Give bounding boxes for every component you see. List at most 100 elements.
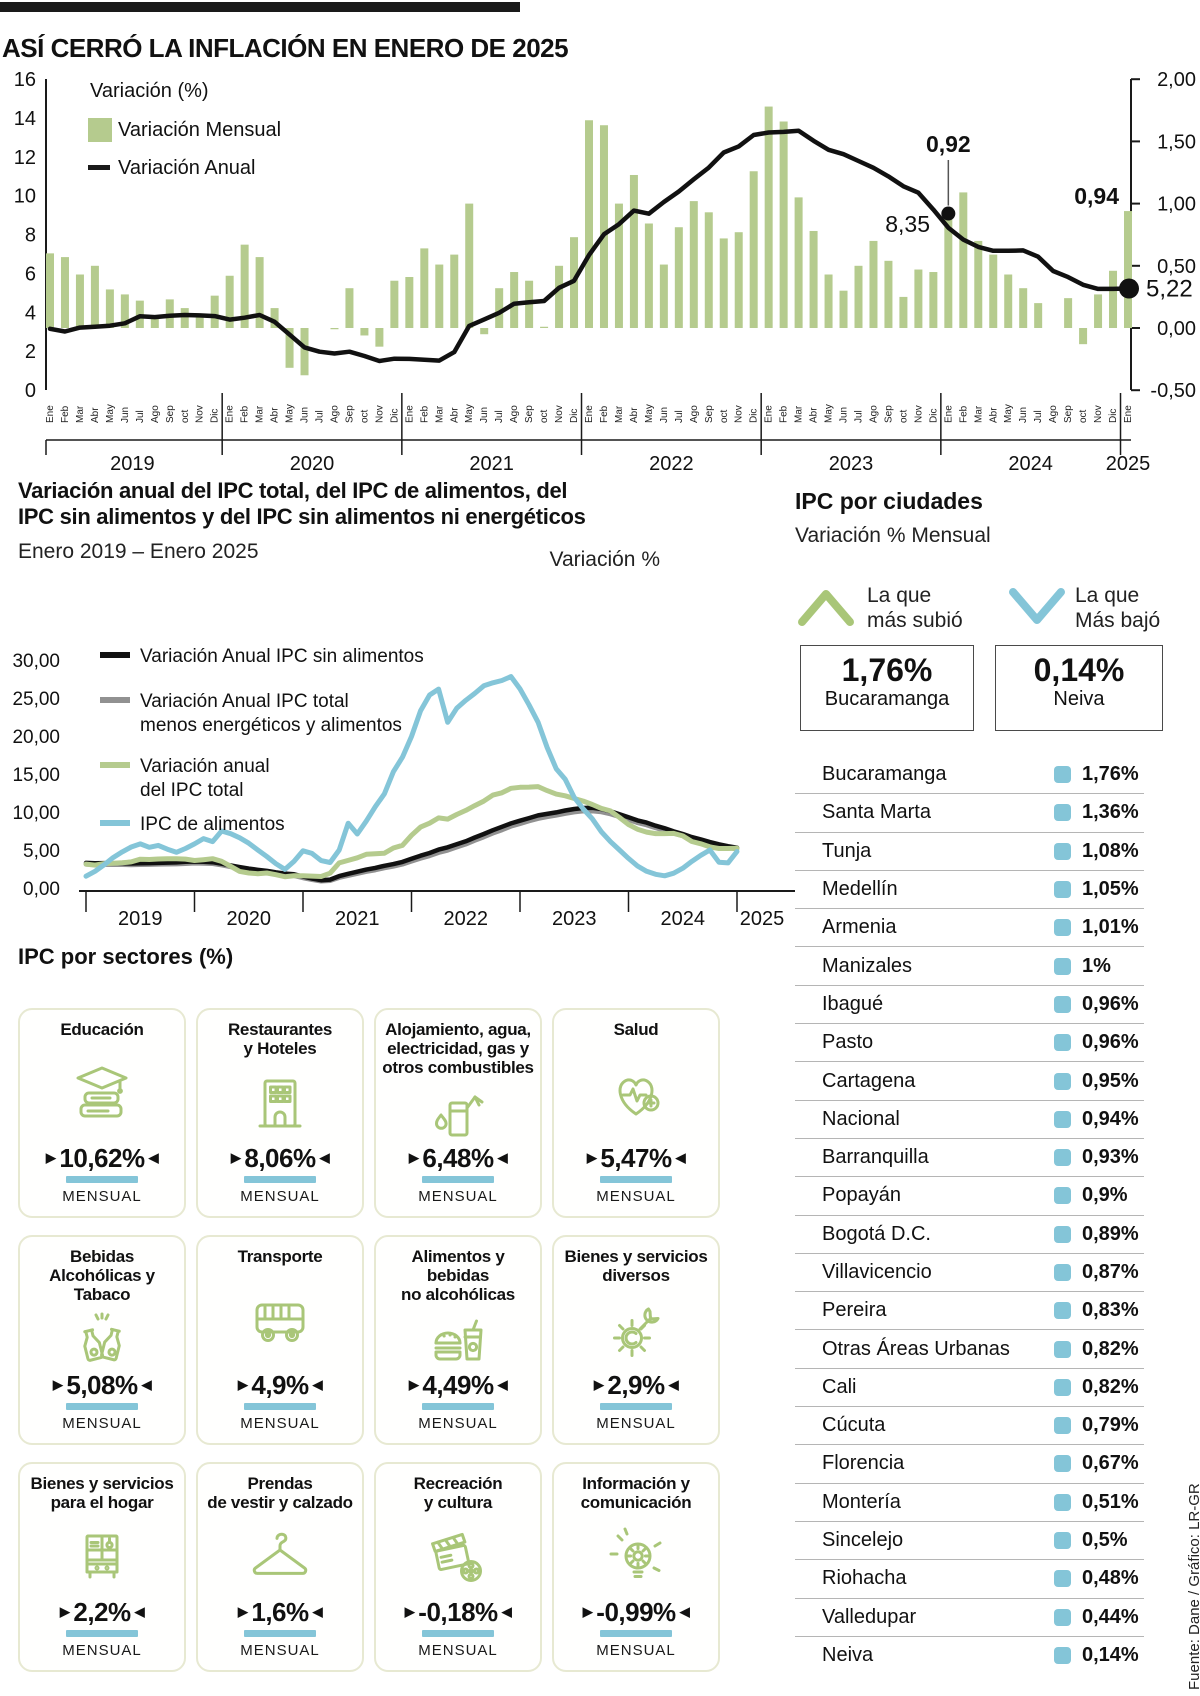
month-label: Feb — [419, 405, 430, 423]
sector-value-text: 4,9% — [251, 1370, 309, 1400]
city-value: 0,94% — [1082, 1107, 1139, 1130]
month-label: Jul — [854, 410, 865, 423]
mid-y-tick: 20,00 — [12, 727, 60, 748]
jan25-annual-value: 5,22 — [1146, 276, 1193, 303]
value-square-icon — [1054, 1608, 1071, 1626]
year-label: 2023 — [829, 453, 874, 475]
ipc-lines-chart-subtitle: Enero 2019 – Enero 2025 — [18, 540, 259, 563]
monthly-bar — [974, 240, 983, 328]
monthly-bar — [360, 328, 369, 336]
monthly-bar — [1064, 298, 1073, 328]
monthly-bar — [405, 276, 414, 328]
month-label: Mar — [614, 405, 625, 423]
sector-period: MENSUAL — [240, 1415, 320, 1432]
month-label: Feb — [60, 405, 71, 423]
year-label: 2020 — [290, 453, 335, 475]
monthly-bar — [599, 125, 608, 328]
monthly-legend-label: Variación Mensual — [118, 119, 281, 141]
arrow-left-icon: ◀ — [675, 1150, 686, 1165]
city-row: Sincelejo 0,5% — [795, 1522, 1144, 1561]
sector-value: ▶ 4,49% ◀ — [405, 1372, 511, 1398]
sector-card: Restaurantes y Hoteles ▶ 8,06% ◀ MENSUAL — [196, 1008, 364, 1218]
value-square-icon — [1054, 1187, 1071, 1205]
month-label: Ago — [689, 405, 700, 423]
highest-city-name: Bucaramanga — [824, 688, 950, 710]
monthly-bar — [914, 269, 923, 328]
ipc-lines-chart-title-line1: Variación anual del IPC total, del IPC d… — [18, 478, 568, 503]
monthly-bar — [674, 227, 683, 328]
monthly-bar — [1124, 211, 1132, 328]
sector-title: Recreación y cultura — [413, 1474, 503, 1512]
mid-year-label: 2022 — [444, 908, 489, 930]
month-label: Abr — [809, 407, 820, 423]
sector-value-text: 1,6% — [251, 1597, 309, 1627]
year-label: 2025 — [1106, 453, 1151, 475]
monthly-bar — [929, 272, 938, 328]
sector-value: ▶ 5,08% ◀ — [49, 1372, 155, 1398]
sector-period: MENSUAL — [240, 1642, 320, 1659]
right-axis-tick: 2,00 — [1157, 69, 1196, 91]
monthly-bar — [659, 264, 668, 328]
sector-period: MENSUAL — [418, 1642, 498, 1659]
city-row: Popayán 0,9% — [795, 1177, 1144, 1216]
sector-title: Bienes y servicios diversos — [564, 1247, 708, 1285]
arrow-left-icon: ◀ — [668, 1377, 679, 1392]
city-row: Bogotá D.C. 0,89% — [795, 1216, 1144, 1254]
month-label: Dic — [210, 409, 221, 423]
monthly-bar — [300, 328, 309, 376]
mid-legend-label: Variación Anual IPC total — [140, 691, 349, 712]
month-label: Abr — [988, 407, 999, 423]
mid-y-tick: 10,00 — [12, 803, 60, 824]
monthly-bar — [420, 248, 429, 328]
city-row: Pereira 0,83% — [795, 1292, 1144, 1331]
monthly-bar — [734, 232, 743, 328]
arrow-right-icon: ▶ — [45, 1150, 56, 1165]
monthly-bar — [689, 201, 698, 328]
month-label: Sep — [165, 405, 176, 423]
value-underline — [422, 1403, 494, 1410]
value-square-icon — [1054, 1493, 1071, 1511]
arrow-right-icon: ▶ — [52, 1377, 63, 1392]
mid-year-label: 2024 — [661, 908, 706, 930]
monthly-bar — [989, 254, 998, 328]
month-label: May — [644, 404, 655, 423]
city-value: 0,89% — [1082, 1222, 1139, 1245]
arrow-right-icon: ▶ — [593, 1377, 604, 1392]
month-label: Jul — [315, 410, 326, 423]
lowest-city-name: Neiva — [1053, 688, 1105, 710]
sector-title: Educación — [60, 1020, 144, 1039]
mid-year-label: 2021 — [335, 908, 380, 930]
arrow-left-icon: ◀ — [501, 1604, 512, 1619]
monthly-bar — [480, 328, 489, 335]
value-square-icon — [1054, 1072, 1071, 1090]
jan25-monthly-value: 0,94 — [1074, 183, 1119, 209]
month-label: Dic — [928, 409, 939, 423]
monthly-bar — [465, 203, 474, 328]
monthly-bar — [614, 203, 623, 328]
month-label: oct — [719, 409, 730, 423]
sector-value: ▶ 4,9% ◀ — [234, 1372, 326, 1398]
sector-title: Salud — [613, 1020, 659, 1039]
sector-value: ▶ 10,62% ◀ — [42, 1145, 162, 1171]
arrow-left-icon: ◀ — [497, 1150, 508, 1165]
city-row: Armenia 1,01% — [795, 909, 1144, 948]
monthly-bar — [585, 120, 593, 328]
month-label: May — [824, 404, 835, 423]
month-label: Feb — [599, 405, 610, 423]
month-label: Nov — [913, 405, 924, 423]
month-label: Ago — [509, 405, 520, 423]
title-accent-bar — [0, 2, 520, 12]
arrow-left-icon: ◀ — [679, 1604, 690, 1619]
sector-value-text: 5,08% — [66, 1370, 138, 1400]
month-label: Sep — [344, 405, 355, 423]
city-name: Florencia — [822, 1452, 905, 1475]
sector-value-text: 5,47% — [600, 1143, 672, 1173]
city-value: 0,95% — [1082, 1069, 1139, 1092]
month-label: Jun — [300, 407, 311, 423]
city-value: 1% — [1082, 954, 1111, 977]
city-name: Neiva — [822, 1644, 874, 1667]
city-row: Barranquilla 0,93% — [795, 1139, 1144, 1178]
monthly-bar — [1079, 328, 1088, 345]
sector-card: Bebidas Alcohólicas y Tabaco ▶ 5,08% ◀ MENSU… — [18, 1235, 186, 1445]
month-label: Mar — [973, 405, 984, 423]
